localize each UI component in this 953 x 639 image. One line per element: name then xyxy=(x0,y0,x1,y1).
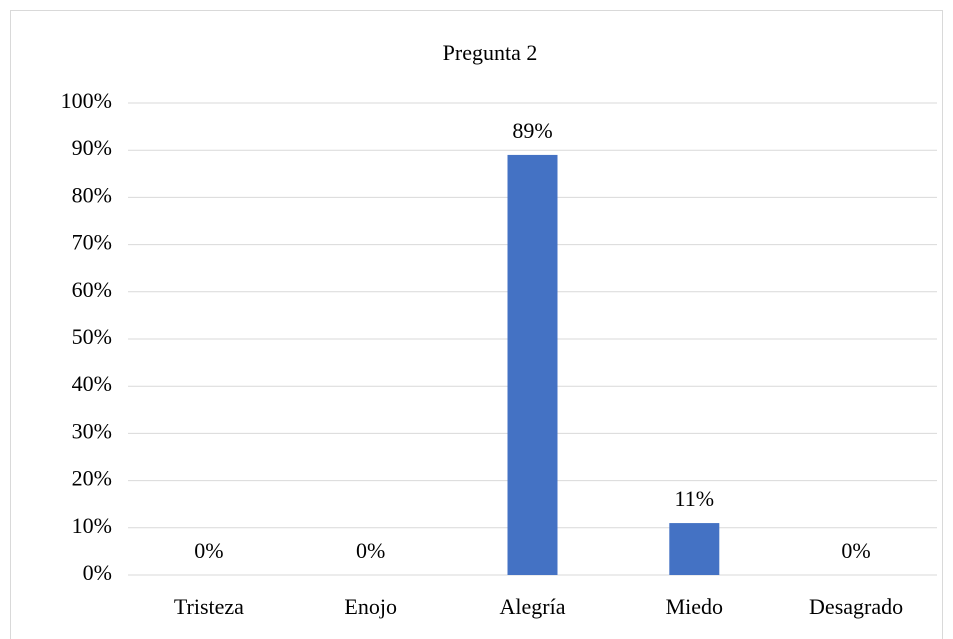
y-tick-label: 80% xyxy=(72,182,112,207)
x-tick-label: Miedo xyxy=(666,594,723,619)
y-tick-label: 50% xyxy=(72,324,112,349)
chart-title: Pregunta 2 xyxy=(443,40,538,65)
x-tick-label: Tristeza xyxy=(174,594,244,619)
y-tick-label: 30% xyxy=(72,418,112,443)
chart-border xyxy=(10,10,943,639)
y-tick-label: 100% xyxy=(61,88,112,113)
data-label: 0% xyxy=(194,538,223,563)
data-label: 0% xyxy=(356,538,385,563)
bar xyxy=(507,154,558,576)
y-tick-label: 20% xyxy=(72,466,112,491)
y-tick-label: 90% xyxy=(72,135,112,160)
x-tick-label: Enojo xyxy=(344,594,397,619)
x-tick-label: Alegría xyxy=(500,594,566,619)
y-tick-label: 60% xyxy=(72,277,112,302)
y-tick-label: 10% xyxy=(72,513,112,538)
data-label: 89% xyxy=(512,118,552,143)
y-tick-label: 40% xyxy=(72,371,112,396)
x-tick-label: Desagrado xyxy=(809,594,903,619)
y-tick-label: 0% xyxy=(83,560,112,585)
y-tick-label: 70% xyxy=(72,230,112,255)
data-label: 11% xyxy=(675,486,715,511)
data-label: 0% xyxy=(841,538,870,563)
bar xyxy=(669,523,720,575)
